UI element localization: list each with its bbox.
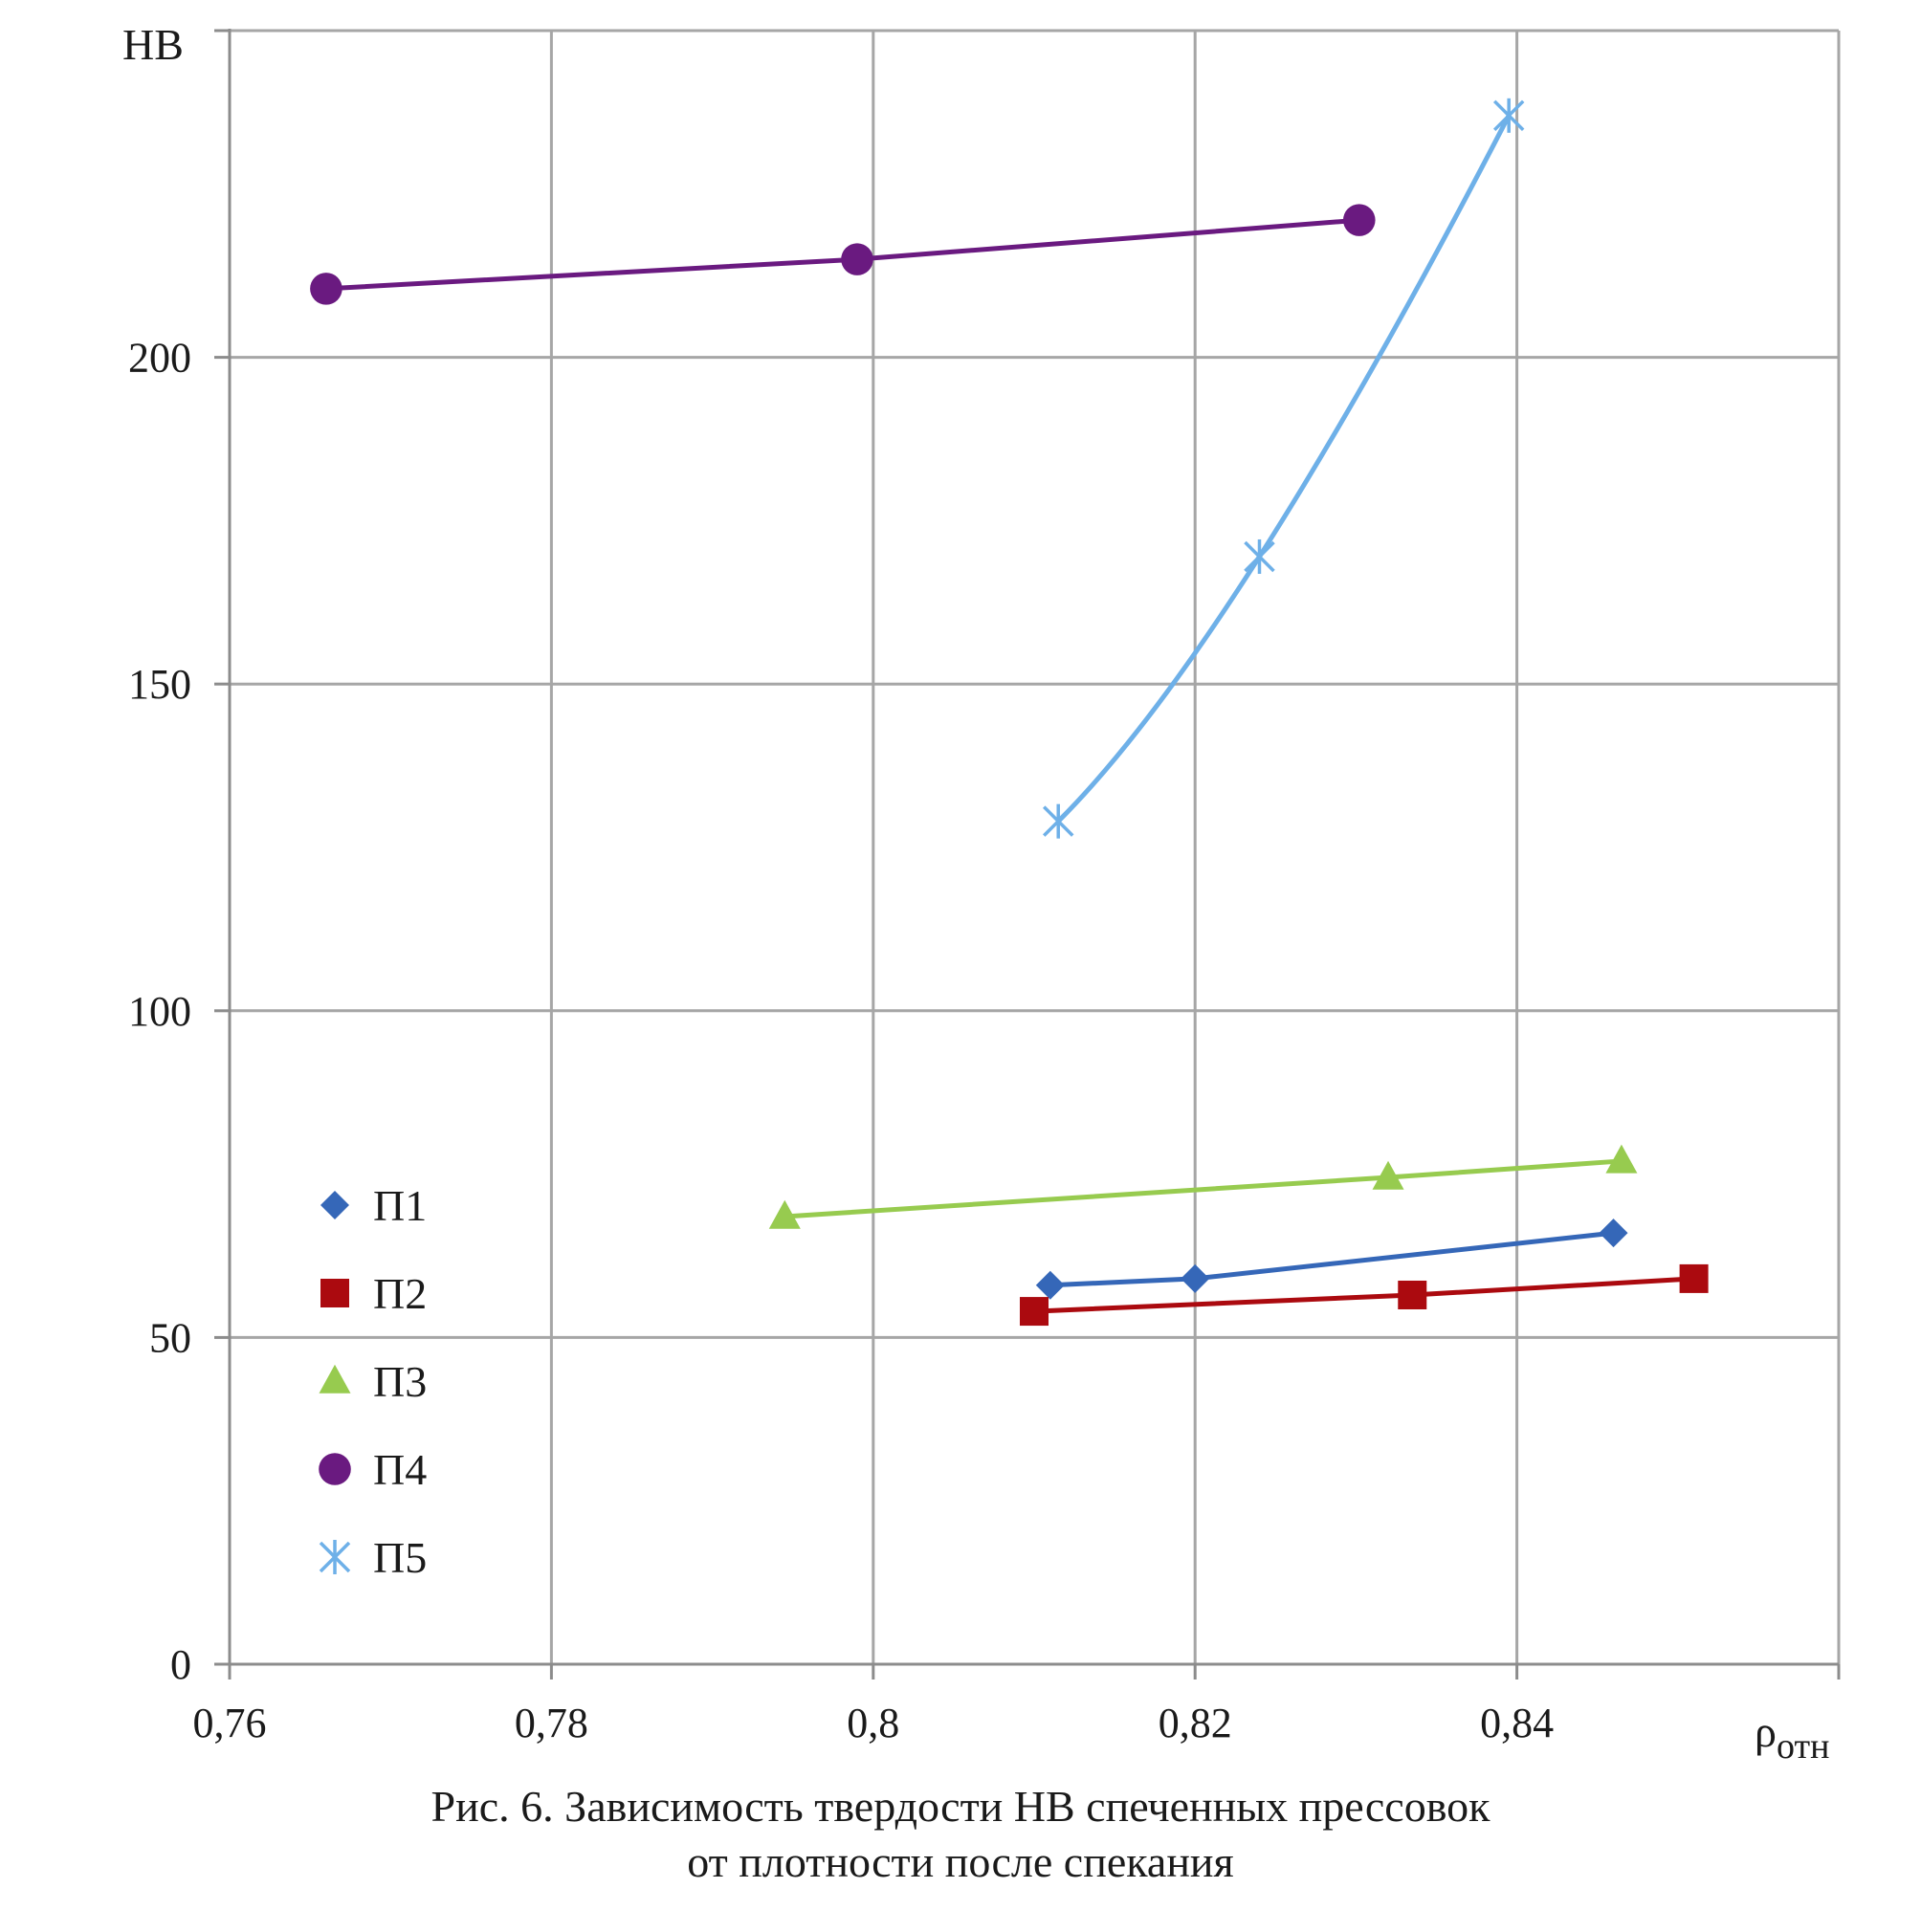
figure-caption: Рис. 6. Зависимость твердости HB спеченн…: [0, 1779, 1921, 1890]
legend-marker: [319, 1364, 351, 1394]
x-tick-label: 0,8: [847, 1700, 899, 1746]
y-axis-ticks: 0 50 100 150 200: [128, 29, 230, 1688]
data-point: [1042, 803, 1074, 839]
y-tick-label: 150: [128, 661, 191, 708]
series-line: [784, 1158, 1623, 1219]
series-1: [1035, 1218, 1628, 1300]
x-axis-ticks: 0,76 0,78 0,8 0,82 0,84: [193, 1664, 1841, 1746]
legend-item: П3: [319, 1357, 427, 1406]
caption-line-1: Рис. 6. Зависимость твердости HB спеченн…: [431, 1782, 1490, 1831]
series-5: [1042, 98, 1525, 839]
data-point: [1398, 1280, 1427, 1309]
hardness-density-chart: 0,76 0,78 0,8 0,82 0,84 0 50 100 150 200 HB ρотн…: [122, 20, 1841, 1767]
data-point: [768, 1199, 801, 1229]
series-line: [1049, 1230, 1614, 1288]
data-point: [841, 243, 873, 275]
x-axis-label-sub: отн: [1777, 1726, 1829, 1767]
data-point: [1181, 1263, 1210, 1293]
legend-marker: [319, 1540, 351, 1574]
legend-marker: [319, 1453, 351, 1485]
data-point: [1244, 538, 1275, 574]
axes: [214, 29, 1839, 1680]
legend-label: П3: [373, 1357, 427, 1406]
data-point: [1492, 98, 1525, 133]
legend-item: П1: [320, 1181, 427, 1230]
y-tick-label: 0: [170, 1641, 191, 1688]
data-point: [1605, 1144, 1638, 1174]
data-point: [1035, 1270, 1065, 1300]
data-point: [1020, 1297, 1049, 1327]
data-point: [1342, 204, 1376, 236]
x-tick-label: 0,82: [1159, 1700, 1232, 1746]
data-point: [310, 273, 342, 305]
legend-item: П2: [320, 1269, 427, 1318]
legend-marker: [320, 1279, 349, 1307]
caption-line-2: от плотности после спекания: [687, 1837, 1234, 1886]
x-tick-label: 0,78: [515, 1700, 588, 1746]
legend-item: П5: [319, 1533, 427, 1582]
legend: П1 П2 П3 П4 П5: [319, 1181, 427, 1582]
data-point: [1599, 1218, 1628, 1248]
x-axis-label: ρотн: [1755, 1707, 1829, 1767]
y-tick-label: 50: [149, 1314, 191, 1361]
legend-label: П4: [373, 1445, 427, 1494]
legend-marker: [320, 1191, 349, 1219]
data-point: [1372, 1160, 1404, 1190]
grid: [230, 29, 1841, 1664]
series-3: [768, 1144, 1638, 1229]
legend-item: П4: [319, 1445, 427, 1494]
x-axis-label-main: ρ: [1755, 1707, 1777, 1756]
y-tick-label: 100: [128, 988, 191, 1035]
x-tick-label: 0,76: [193, 1700, 267, 1746]
series-layer: [310, 98, 1709, 1327]
y-tick-label: 200: [128, 335, 191, 382]
data-point: [1679, 1263, 1709, 1293]
y-axis-label: HB: [122, 20, 184, 69]
legend-label: П5: [373, 1533, 427, 1582]
x-tick-label: 0,84: [1480, 1700, 1554, 1746]
series-line: [1056, 114, 1512, 823]
series-2: [1020, 1263, 1709, 1327]
legend-label: П2: [373, 1269, 427, 1318]
series-4: [310, 204, 1376, 305]
legend-label: П1: [373, 1181, 427, 1230]
